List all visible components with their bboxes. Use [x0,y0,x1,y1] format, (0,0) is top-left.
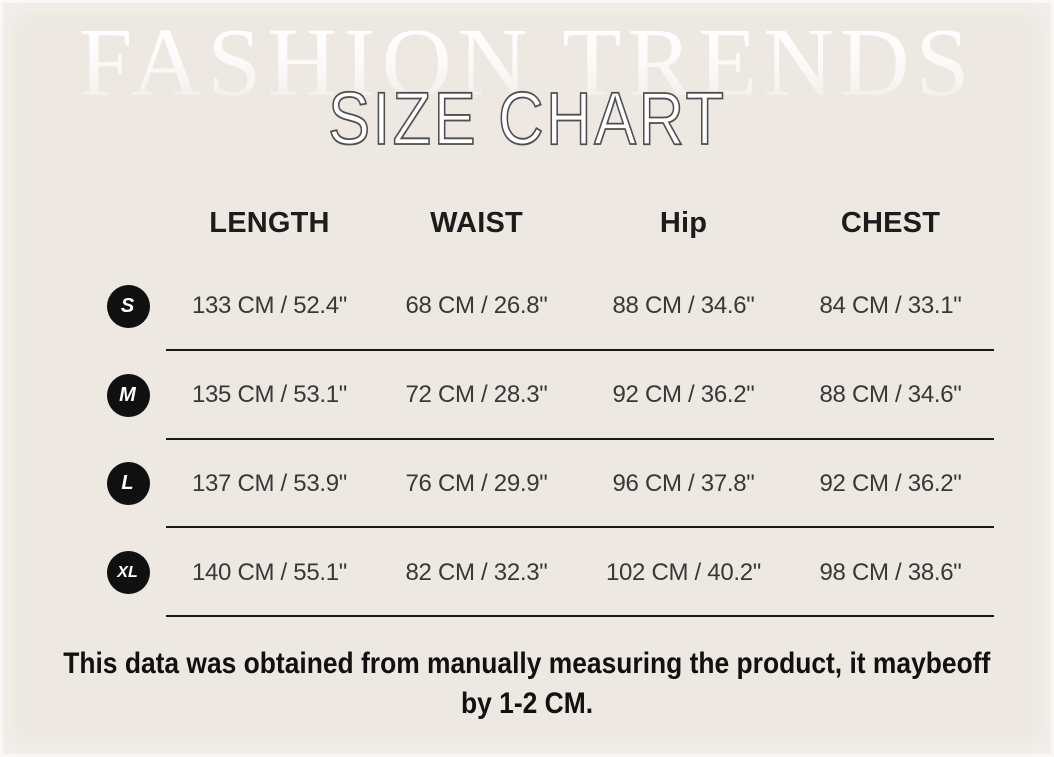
size-badge-s: S [107,284,150,328]
column-header-hip: Hip [659,207,708,239]
table-row-xl: XL 140 CM / 55.1" 82 CM / 32.3" 102 CM /… [0,528,1054,617]
column-header-waist: WAIST [430,207,523,239]
size-badge-cell: M [0,373,166,417]
hip-value: 92 CM / 36.2" [612,381,755,409]
column-header-chest: CHEST [840,207,941,239]
hip-value: 96 CM / 37.8" [612,469,755,497]
size-badge-cell: XL [0,551,166,595]
page-title-text: SIZE CHART [327,77,727,160]
waist-value: 82 CM / 32.3" [405,558,548,586]
watermark-text: FASHION TRENDS [0,9,1054,117]
column-header-length: LENGTH [209,207,330,239]
chest-value: 84 CM / 33.1" [819,292,962,320]
measurement-note: This data was obtained from manually mea… [0,644,1054,724]
size-badge-l: L [107,462,150,506]
hip-value: 102 CM / 40.2" [605,558,762,586]
length-value: 133 CM / 52.4" [191,292,348,320]
table-header-row: LENGTH WAIST Hip CHEST [0,185,1054,262]
table-row-s: S 133 CM / 52.4" 68 CM / 26.8" 88 CM / 3… [0,262,1054,351]
note-line-2: by 1-2 CM. [460,687,594,720]
waist-value: 72 CM / 28.3" [405,381,548,409]
row-divider [166,615,994,617]
table-row-m: M 135 CM / 53.1" 72 CM / 28.3" 92 CM / 3… [0,351,1054,440]
length-value: 135 CM / 53.1" [191,381,348,409]
row-divider [166,526,994,529]
chest-value: 98 CM / 38.6" [819,558,962,586]
size-badge-m: M [107,373,150,417]
table-row-l: L 137 CM / 53.9" 76 CM / 29.9" 96 CM / 3… [0,440,1054,529]
note-line-1: This data was obtained from manually mea… [63,647,991,680]
length-value: 140 CM / 55.1" [191,558,348,586]
chest-value: 92 CM / 36.2" [819,469,962,497]
size-table: LENGTH WAIST Hip CHEST S 133 CM / 52.4" … [0,185,1054,617]
length-value: 137 CM / 53.9" [191,469,348,497]
row-divider [166,348,994,351]
waist-value: 68 CM / 26.8" [405,292,548,320]
hip-value: 88 CM / 34.6" [612,292,755,320]
waist-value: 76 CM / 29.9" [405,469,548,497]
size-badge-cell: S [0,284,166,328]
size-badge-cell: L [0,462,166,506]
size-badge-xl: XL [107,551,150,595]
page-title: SIZE CHART [0,77,1054,160]
row-divider [166,437,994,440]
chest-value: 88 CM / 34.6" [819,381,962,409]
